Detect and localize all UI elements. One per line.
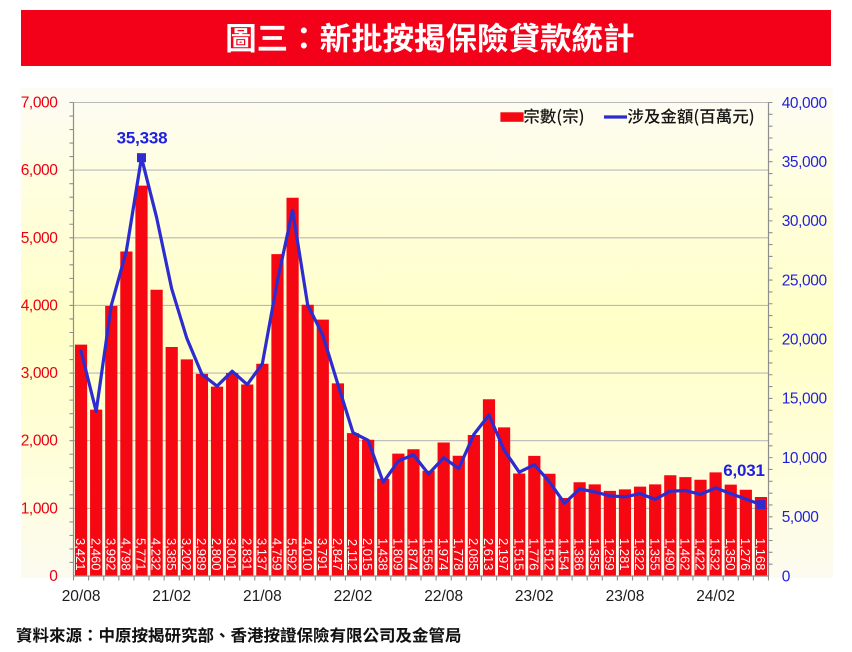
svg-text:1,259: 1,259: [602, 538, 617, 571]
svg-text:1,490: 1,490: [662, 538, 677, 571]
svg-text:1,974: 1,974: [436, 538, 451, 571]
svg-text:1,154: 1,154: [557, 538, 572, 571]
svg-text:1,778: 1,778: [451, 538, 466, 571]
svg-text:21/02: 21/02: [152, 588, 191, 605]
svg-text:2,197: 2,197: [496, 538, 511, 571]
svg-text:1,322: 1,322: [632, 538, 647, 571]
svg-text:3,000: 3,000: [21, 365, 59, 382]
svg-text:4,000: 4,000: [21, 297, 59, 314]
svg-text:21/08: 21/08: [243, 588, 282, 605]
svg-text:20/08: 20/08: [62, 588, 101, 605]
svg-text:2,000: 2,000: [21, 433, 59, 450]
svg-text:24/02: 24/02: [696, 588, 735, 605]
svg-text:3,001: 3,001: [224, 538, 239, 571]
svg-text:2,831: 2,831: [239, 538, 254, 571]
svg-text:22/08: 22/08: [424, 588, 463, 605]
svg-text:2,800: 2,800: [209, 538, 224, 571]
svg-text:2,085: 2,085: [466, 538, 481, 571]
svg-text:0: 0: [782, 568, 791, 585]
svg-text:3,385: 3,385: [164, 538, 179, 571]
svg-text:4,232: 4,232: [149, 538, 164, 571]
svg-text:5,592: 5,592: [285, 538, 300, 571]
svg-text:23/08: 23/08: [606, 588, 645, 605]
svg-text:1,355: 1,355: [647, 538, 662, 571]
svg-text:0: 0: [49, 568, 58, 585]
svg-text:2,112: 2,112: [345, 539, 360, 571]
svg-text:1,776: 1,776: [526, 538, 541, 571]
svg-text:35,338: 35,338: [117, 129, 168, 148]
svg-text:30,000: 30,000: [782, 213, 828, 230]
svg-text:1,462: 1,462: [678, 538, 693, 571]
svg-text:2,015: 2,015: [360, 538, 375, 571]
svg-text:1,556: 1,556: [421, 538, 436, 571]
svg-text:10,000: 10,000: [782, 450, 828, 467]
svg-text:4,759: 4,759: [270, 538, 285, 571]
svg-text:6,000: 6,000: [21, 162, 59, 179]
svg-text:3,202: 3,202: [179, 538, 194, 571]
svg-text:1,386: 1,386: [572, 538, 587, 571]
svg-text:15,000: 15,000: [782, 391, 828, 408]
svg-text:35,000: 35,000: [782, 154, 828, 171]
svg-text:2,989: 2,989: [194, 538, 209, 571]
svg-text:22/02: 22/02: [334, 588, 373, 605]
svg-text:2,847: 2,847: [330, 538, 345, 571]
svg-text:4,798: 4,798: [118, 538, 133, 571]
svg-text:7,000: 7,000: [21, 95, 59, 112]
svg-text:3,791: 3,791: [315, 538, 330, 571]
svg-text:1,276: 1,276: [738, 538, 753, 571]
svg-text:40,000: 40,000: [782, 95, 828, 112]
svg-text:1,874: 1,874: [406, 538, 421, 571]
svg-text:5,000: 5,000: [782, 509, 820, 526]
svg-text:3,137: 3,137: [254, 538, 269, 571]
svg-text:1,532: 1,532: [708, 538, 723, 571]
svg-text:1,809: 1,809: [390, 538, 405, 571]
svg-text:2,460: 2,460: [88, 538, 103, 571]
svg-text:1,438: 1,438: [375, 538, 390, 571]
svg-text:2,613: 2,613: [481, 538, 496, 571]
svg-text:1,515: 1,515: [511, 538, 526, 571]
svg-text:5,771: 5,771: [134, 538, 149, 571]
svg-text:1,000: 1,000: [21, 500, 59, 517]
svg-text:3,421: 3,421: [73, 538, 88, 571]
svg-text:3,992: 3,992: [103, 538, 118, 571]
svg-text:1,168: 1,168: [753, 538, 768, 571]
svg-text:1,512: 1,512: [542, 538, 557, 571]
svg-text:1,350: 1,350: [723, 538, 738, 571]
svg-text:25,000: 25,000: [782, 272, 828, 289]
svg-text:1,355: 1,355: [587, 538, 602, 571]
svg-text:20,000: 20,000: [782, 332, 828, 349]
svg-text:1,422: 1,422: [693, 538, 708, 571]
svg-text:1,281: 1,281: [617, 538, 632, 571]
svg-text:6,031: 6,031: [723, 461, 765, 480]
svg-text:4,010: 4,010: [300, 538, 315, 571]
svg-text:5,000: 5,000: [21, 230, 59, 247]
svg-text:23/02: 23/02: [515, 588, 554, 605]
